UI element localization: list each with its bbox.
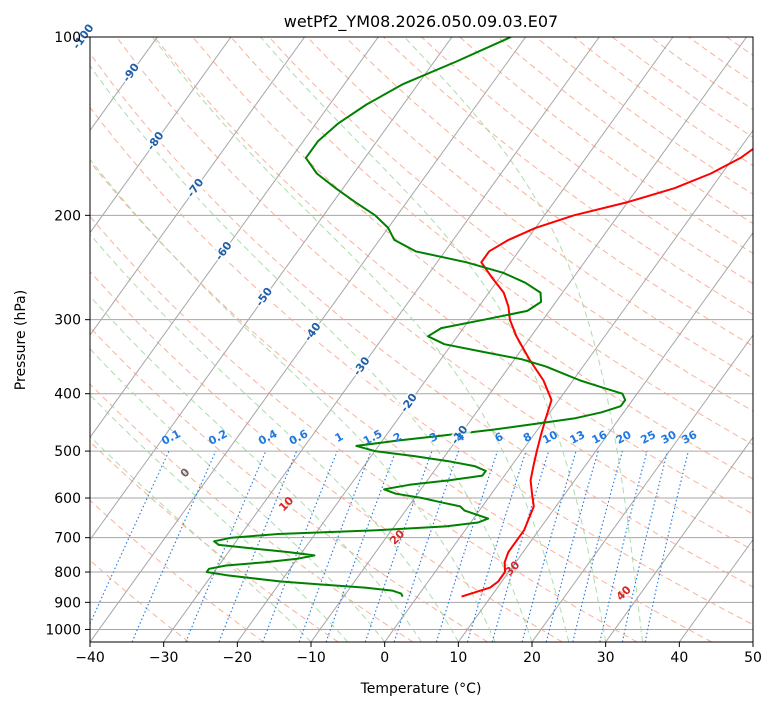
temperature-profile: [461, 147, 753, 598]
isotherm-line: [90, 37, 379, 439]
x-tick-label: −10: [296, 650, 326, 666]
mixing-ratio-line: [325, 450, 397, 642]
x-tick-label: 10: [449, 650, 467, 666]
mixing-ratio-line: [621, 450, 669, 642]
isotherm-label-bg: [71, 23, 96, 51]
isotherm-line: [384, 129, 753, 642]
dry-adiabat-line: [90, 215, 638, 642]
mixing-ratio-line: [185, 450, 267, 642]
moist-adiabat-line: [90, 394, 349, 642]
dry-adiabat-line: [192, 37, 753, 480]
moist-adiabat-line: [90, 295, 422, 642]
mixing-ratio-line: [364, 450, 433, 642]
plot-area: [90, 37, 753, 642]
isotherm-line: [457, 231, 753, 642]
moist-adiabat-line: [152, 37, 570, 642]
dewpoint-profile: [205, 37, 627, 598]
y-tick-label: 300: [54, 313, 81, 329]
dry-adiabat-line: [344, 37, 753, 347]
mixing-ratio-label: 30: [659, 428, 679, 447]
mixing-ratio-line: [466, 450, 527, 642]
moist-adiabat-line: [404, 37, 643, 642]
mixing-ratio-line: [131, 450, 217, 642]
chart-title: wetPf2_YM08.2026.050.09.03.E07: [284, 12, 558, 32]
dry-adiabat-line: [90, 52, 753, 588]
x-tick-label: 30: [597, 650, 615, 666]
moist-adiabat-line: [90, 233, 459, 642]
x-tick-label: −40: [75, 650, 105, 666]
isotherm-label-bg: [349, 353, 375, 380]
y-tick-label: 100: [54, 30, 81, 46]
mixing-ratio-line: [572, 450, 623, 642]
y-tick-label: 800: [54, 565, 81, 581]
mixing-ratio-label: 36: [680, 428, 700, 447]
axis-ticks: −40 −30 −20 −10 0 10 20 30 40 50 100 200 300 400 500 60…: [45, 30, 762, 666]
dry-adiabat-line: [90, 499, 264, 642]
plot-frame: [89, 36, 754, 643]
mixing-ratio-line: [262, 450, 338, 642]
mixing-ratio-line: [599, 450, 648, 642]
mixing-ratio-label: 10: [540, 428, 560, 447]
x-tick-label: 50: [744, 650, 762, 666]
y-tick-label: 700: [54, 531, 81, 547]
mixing-ratio-line: [435, 450, 498, 642]
isotherm-label-bg: [397, 390, 422, 417]
data-profiles: [205, 37, 753, 598]
dry-adiabat-line: [90, 106, 753, 626]
isotherm-line: [310, 37, 748, 642]
mixing-ratio-label: 16: [590, 428, 610, 447]
mixing-ratio-label: 13: [568, 428, 588, 447]
isotherm-line: [163, 37, 600, 642]
y-tick-label: 900: [54, 595, 81, 611]
isotherm-label-bg: [300, 319, 326, 346]
isotherm-label-bg: [447, 422, 473, 449]
dry-adiabat-line: [90, 161, 712, 642]
isotherm-label-bg: [119, 59, 144, 86]
y-tick-label: 500: [54, 444, 81, 460]
mixing-ratio-line: [521, 450, 577, 642]
isotherm-line: [90, 37, 453, 541]
dry-adiabat-line: [90, 270, 563, 642]
moist-adiabat-line: [90, 348, 386, 642]
y-tick-label: 1000: [45, 622, 81, 638]
y-tick-label: 400: [54, 387, 81, 403]
y-axis-label: Pressure (hPa): [13, 290, 29, 390]
x-tick-label: −20: [223, 650, 253, 666]
mixing-ratio-line: [491, 450, 550, 642]
isotherm-line: [90, 37, 306, 336]
mixing-ratio-line: [644, 450, 689, 642]
y-tick-label: 200: [54, 208, 81, 224]
dry-adiabat-line: [421, 37, 753, 285]
moist-adiabat-line: [260, 37, 607, 642]
isotherm-label-bg: [143, 128, 168, 155]
mixing-ratio-line: [298, 450, 372, 642]
dry-adiabat-line: [383, 37, 753, 316]
x-tick-label: 20: [523, 650, 541, 666]
mixing-ratio-label: 25: [638, 428, 658, 447]
moist-adiabat-line: [90, 64, 533, 642]
mixing-ratio-line: [545, 450, 599, 642]
isotherm-line: [678, 538, 753, 642]
dry-adiabat-line: [230, 37, 753, 446]
x-tick-label: −30: [149, 650, 179, 666]
isotherm-label-bg: [183, 175, 208, 202]
y-tick-label: 600: [54, 491, 81, 507]
isotherm-label-bg: [252, 284, 277, 311]
isotherm-label-bg: [211, 238, 237, 265]
x-axis-label: Temperature (°C): [360, 681, 482, 697]
x-tick-label: 0: [380, 650, 389, 666]
isotherm-line: [531, 334, 753, 642]
x-tick-label: 40: [670, 650, 688, 666]
mixing-ratio-line: [393, 450, 460, 642]
dry-adiabat-line: [116, 37, 753, 551]
dry-adiabat-line: [154, 37, 753, 515]
mixing-ratio-label: 20: [614, 428, 634, 447]
isotherm-line: [236, 37, 674, 642]
isotherm-line: [605, 436, 753, 642]
dry-adiabat-line: [90, 326, 488, 642]
